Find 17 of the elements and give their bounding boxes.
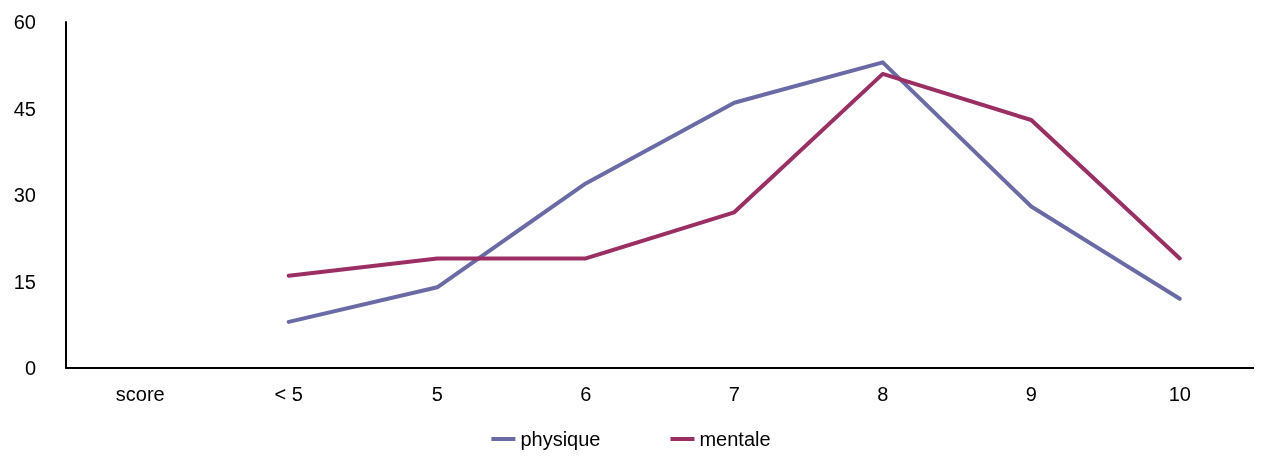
x-tick-label: 9 <box>1025 383 1037 405</box>
y-tick-label: 0 <box>24 357 36 379</box>
y-tick-label: 45 <box>13 97 36 120</box>
x-tick-label: 5 <box>431 383 443 405</box>
line-series <box>286 71 1182 278</box>
x-tick-label: score <box>115 383 165 405</box>
line-series <box>286 60 1182 324</box>
legend-label: mentale <box>699 428 771 450</box>
y-tick-label: 30 <box>13 184 36 206</box>
y-tick-label: 15 <box>13 270 36 293</box>
x-tick-label: 10 <box>1168 383 1191 405</box>
x-tick-label: 6 <box>580 383 592 405</box>
y-tick-label: 60 <box>13 11 36 33</box>
x-tick-label: 8 <box>877 383 889 405</box>
x-tick-label: < 5 <box>274 383 303 405</box>
legend-label: physique <box>520 428 601 450</box>
x-tick-label: 7 <box>728 383 740 405</box>
